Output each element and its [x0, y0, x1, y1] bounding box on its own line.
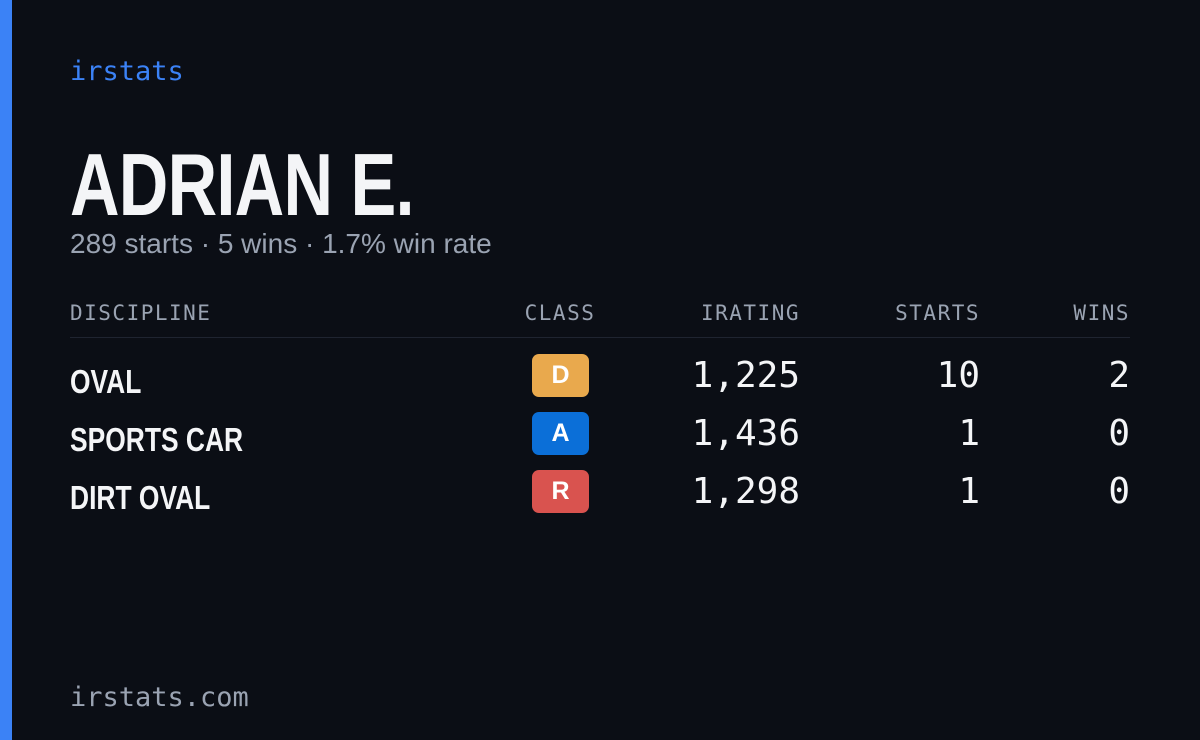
starts: 1: [958, 413, 980, 454]
column-header: WINS: [1073, 301, 1130, 325]
column-header: STARTS: [895, 301, 980, 325]
discipline: DIRT OVAL: [70, 479, 211, 516]
driver-name: ADRIAN E.: [70, 135, 415, 234]
wins: 0: [1108, 471, 1130, 512]
footer-url: irstats.com: [70, 682, 249, 713]
wins: 0: [1108, 413, 1130, 454]
irating: 1,225: [691, 355, 800, 396]
class-badge: A: [532, 412, 589, 455]
brand: irstats: [70, 56, 184, 87]
starts: 1: [958, 471, 980, 512]
class-badge: D: [532, 354, 589, 397]
column-header: CLASS: [524, 301, 596, 325]
column-header: IRATING: [700, 301, 800, 325]
discipline: OVAL: [70, 363, 142, 400]
summary: 289 starts · 5 wins · 1.7% win rate: [70, 228, 492, 259]
irating: 1,298: [691, 471, 800, 512]
class-badge: R: [532, 470, 589, 513]
starts: 10: [936, 355, 980, 396]
header-rule: [70, 337, 1130, 338]
accent-bar: [0, 0, 12, 740]
irating: 1,436: [691, 413, 800, 454]
wins: 2: [1108, 355, 1130, 396]
discipline: SPORTS CAR: [70, 421, 244, 458]
column-header: DISCIPLINE: [70, 301, 212, 325]
